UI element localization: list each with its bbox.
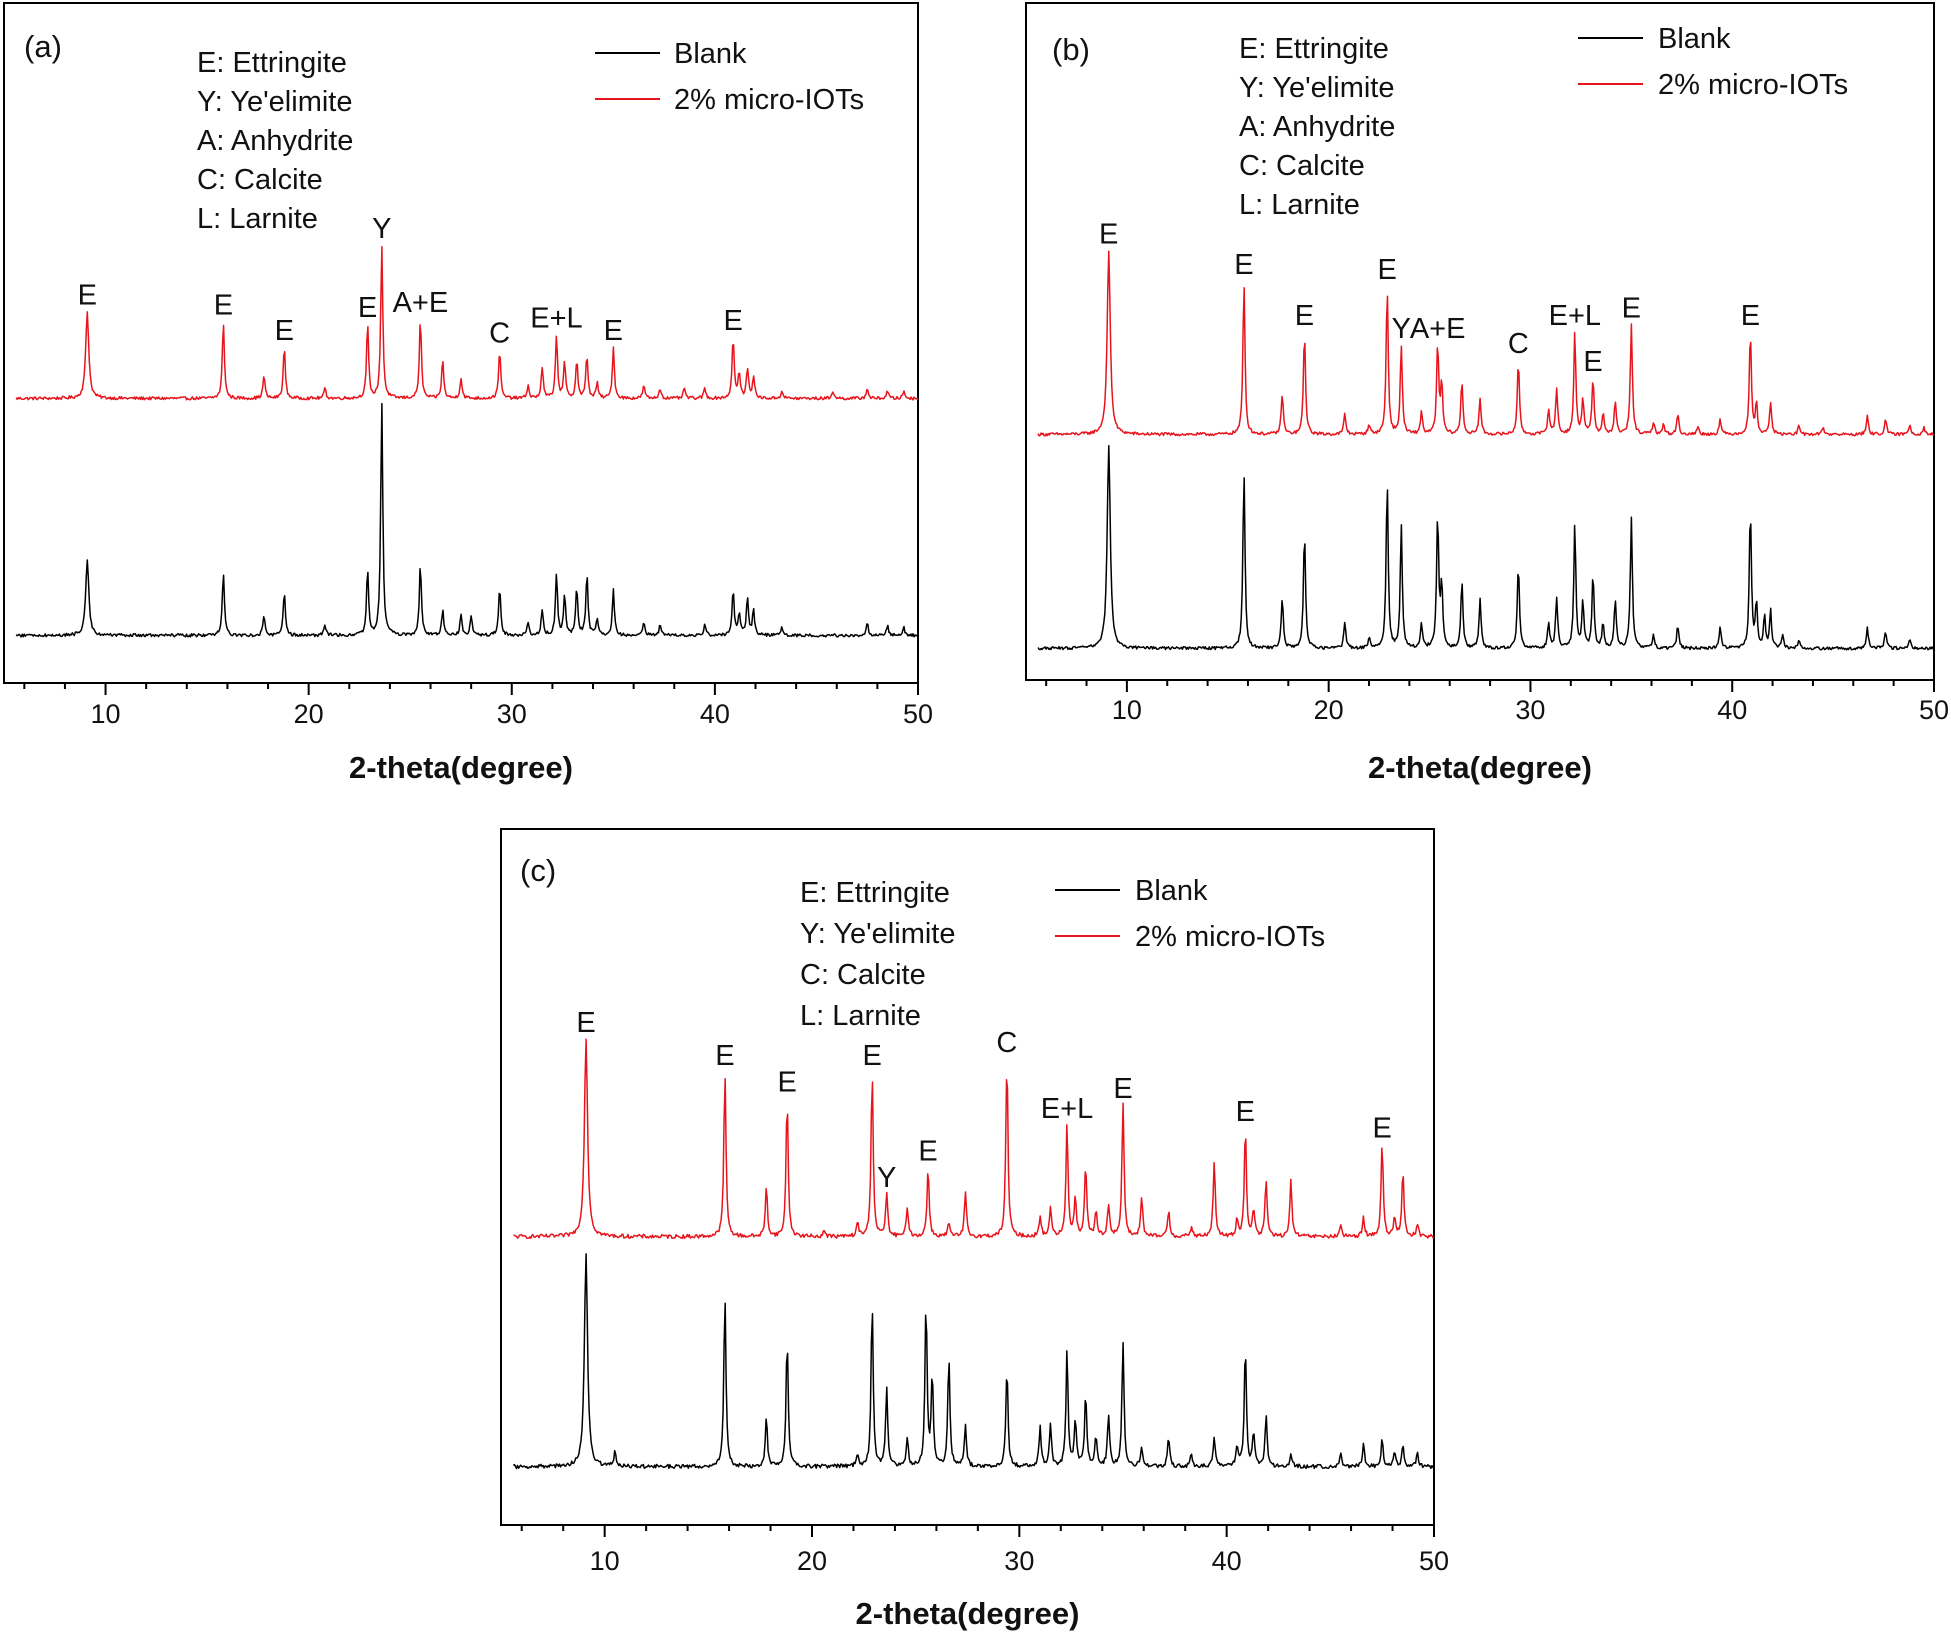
x-tick-label: 40 [1717, 695, 1747, 725]
x-axis-title: 2-theta(degree) [1368, 750, 1592, 785]
plot-frame [1025, 2, 1935, 681]
legend-label-micro-iots: 2% micro-IOTs [674, 84, 864, 116]
peak-annotation: E [604, 315, 623, 347]
peak-annotation: E [78, 279, 97, 311]
peak-annotation: C [1508, 328, 1529, 360]
x-tick-label: 20 [797, 1546, 827, 1576]
phase-key-entry: L: Larnite [800, 1000, 921, 1032]
peak-annotation: C [489, 318, 510, 350]
x-tick-label: 10 [590, 1546, 620, 1576]
x-tick-label: 50 [1419, 1546, 1449, 1576]
peak-annotation: E [715, 1040, 734, 1072]
peak-annotation: E+L [1041, 1093, 1093, 1125]
peak-annotation: E [358, 292, 377, 324]
x-tick-label: 50 [1919, 695, 1949, 725]
peak-annotation: E [1378, 254, 1397, 286]
peak-annotation: E [275, 315, 294, 347]
peak-annotation: E [576, 1007, 595, 1039]
peak-annotation: E [1236, 1096, 1255, 1128]
peak-annotation: C [996, 1027, 1017, 1059]
x-tick-label: 20 [294, 699, 324, 729]
phase-key-entry: L: Larnite [1239, 189, 1360, 221]
legend-label-blank: Blank [1135, 875, 1208, 907]
x-axis-title: 2-theta(degree) [856, 1596, 1080, 1631]
peak-annotation: E+L [1549, 300, 1601, 332]
panel-label: (a) [24, 29, 62, 64]
peak-annotation: A+E [393, 287, 449, 319]
peak-annotation: Y [877, 1162, 896, 1194]
series-line-micro-iots [1037, 250, 1935, 437]
phase-key-entry: Y: Ye'elimite [1239, 72, 1394, 104]
peak-annotation: E [214, 290, 233, 322]
legend-label-blank: Blank [1658, 23, 1731, 55]
series-line-micro-iots [513, 1038, 1435, 1240]
phase-key-entry: E: Ettringite [1239, 33, 1389, 65]
x-tick-label: 10 [1112, 695, 1142, 725]
phase-key-entry: C: Calcite [197, 164, 323, 196]
phase-key-entry: C: Calcite [1239, 150, 1365, 182]
legend-label-micro-iots: 2% micro-IOTs [1658, 69, 1848, 101]
peak-annotation: E [1372, 1113, 1391, 1145]
phase-key-entry: Y: Ye'elimite [800, 918, 955, 950]
peak-annotation: E [777, 1066, 796, 1098]
peak-annotation: A+E [1410, 313, 1466, 345]
x-tick-label: 30 [1515, 695, 1545, 725]
peak-annotation: E [1113, 1073, 1132, 1105]
phase-key-entry: C: Calcite [800, 959, 926, 991]
x-tick-label: 30 [497, 699, 527, 729]
legend-label-micro-iots: 2% micro-IOTs [1135, 921, 1325, 953]
plot-frame [3, 2, 919, 684]
peak-annotation: Y [372, 213, 391, 245]
x-tick-label: 50 [903, 699, 933, 729]
peak-annotation: Y [1392, 313, 1411, 345]
phase-key-entry: Y: Ye'elimite [197, 86, 352, 118]
x-tick-label: 30 [1004, 1546, 1034, 1576]
peak-annotation: E [1741, 300, 1760, 332]
peak-annotation: E [723, 305, 742, 337]
peak-annotation: E [1622, 292, 1641, 324]
plot-frame [500, 828, 1435, 1526]
phase-key-entry: E: Ettringite [197, 47, 347, 79]
phase-key-entry: A: Anhydrite [197, 125, 353, 157]
peak-annotation: E [1295, 300, 1314, 332]
series-line-micro-iots [15, 245, 919, 401]
phase-key-entry: E: Ettringite [800, 877, 950, 909]
legend-label-blank: Blank [674, 38, 747, 70]
series-line-blank [15, 402, 919, 638]
peak-annotation: E+L [530, 302, 582, 334]
peak-annotation: E [918, 1136, 937, 1168]
peak-annotation: E [1234, 249, 1253, 281]
phase-key-entry: A: Anhydrite [1239, 111, 1395, 143]
panel-label: (c) [520, 853, 556, 888]
peak-annotation: E [1099, 218, 1118, 250]
panel-label: (b) [1052, 32, 1090, 67]
x-tick-label: 40 [700, 699, 730, 729]
x-tick-label: 20 [1314, 695, 1344, 725]
x-axis-title: 2-theta(degree) [349, 750, 573, 785]
xrd-panel-a: 10 20 30 40 50 2-theta(degree) (a) E: Ettringit… [3, 2, 933, 785]
series-line-blank [512, 1253, 1435, 1470]
x-tick-label: 40 [1212, 1546, 1242, 1576]
peak-annotation: E [1583, 346, 1602, 378]
peak-annotation: E [862, 1040, 881, 1072]
xrd-panel-c: 10 20 30 40 50 2-theta(degree) (c) E: Ettringit… [500, 828, 1449, 1631]
series-line-blank [1037, 444, 1935, 651]
xrd-panel-b: 10 20 30 40 50 2-theta(degree) (b) E: Ettringit… [1025, 2, 1949, 785]
phase-key-entry: L: Larnite [197, 203, 318, 235]
x-tick-label: 10 [91, 699, 121, 729]
